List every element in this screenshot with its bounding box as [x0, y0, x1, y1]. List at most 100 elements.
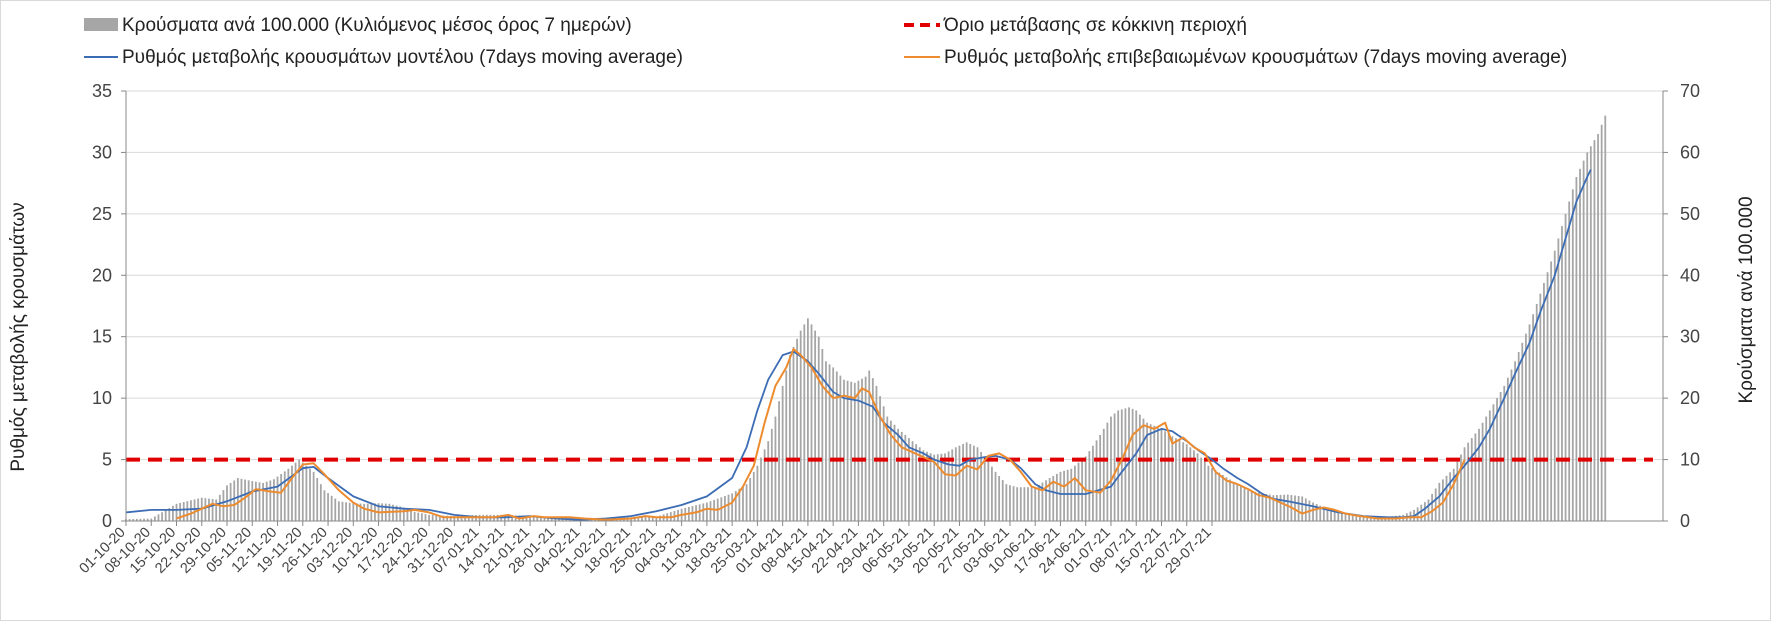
case-bar [1138, 414, 1141, 521]
case-bar [904, 435, 907, 521]
case-bar [1113, 413, 1116, 521]
case-bar [1431, 493, 1433, 521]
case-bar [1171, 436, 1174, 521]
case-bar [799, 330, 802, 521]
case-bar [1546, 272, 1549, 521]
case-bar [1449, 472, 1452, 521]
case-bar [1099, 435, 1102, 521]
case-bar [778, 401, 780, 521]
case-bar [1081, 459, 1084, 521]
case-bar [1571, 189, 1574, 522]
case-bar [323, 490, 326, 521]
case-bar [897, 428, 900, 521]
case-bar [1514, 361, 1516, 521]
case-bar [208, 498, 210, 521]
case-bar [143, 518, 145, 521]
case-bar [1178, 440, 1181, 521]
case-bar [262, 482, 265, 521]
case-bar [1110, 416, 1112, 521]
case-bar [287, 468, 290, 521]
y-left-tick-label: 20 [92, 265, 112, 285]
case-bar [788, 355, 791, 521]
case-bar [724, 495, 726, 521]
case-bar [1037, 484, 1040, 521]
case-bar [392, 504, 394, 521]
case-bar [1239, 486, 1242, 521]
case-bar [164, 510, 167, 521]
case-bar [363, 503, 366, 521]
case-bar [1337, 511, 1340, 521]
case-bar [1470, 438, 1473, 521]
case-bar [1528, 324, 1531, 521]
case-bar [1142, 418, 1145, 521]
case-bar [406, 508, 409, 521]
case-bar [1485, 416, 1488, 521]
case-bar [1023, 487, 1026, 521]
legend-cases-label: Κρούσματα ανά 100.000 (Κυλιόμενος μέσος … [122, 15, 632, 36]
case-bar [1452, 468, 1455, 521]
case-bar [1207, 465, 1210, 521]
case-bar [1427, 499, 1430, 521]
case-bar [1066, 469, 1069, 521]
case-bar [356, 503, 358, 521]
case-bar [810, 324, 813, 521]
case-bar [276, 476, 279, 521]
case-bar [334, 498, 337, 521]
case-bar [886, 416, 889, 521]
case-bar [814, 330, 817, 521]
case-bar [1225, 477, 1228, 521]
case-bar [1351, 514, 1354, 521]
legend-model-label: Ρυθμός μεταβολής κρουσμάτων μοντέλου (7d… [122, 47, 683, 68]
case-bar [1312, 502, 1314, 521]
case-bar [1200, 457, 1203, 521]
case-bar [269, 480, 272, 521]
case-bar [839, 375, 842, 521]
case-bar [641, 517, 643, 521]
case-bar [1478, 428, 1480, 521]
case-bar [944, 453, 946, 521]
case-bar [1492, 404, 1495, 521]
case-bar [976, 447, 979, 521]
case-bar [1582, 160, 1585, 521]
case-bar [698, 504, 701, 521]
case-bar [1120, 409, 1123, 521]
case-bar [139, 518, 142, 521]
case-bar [1243, 488, 1246, 521]
case-bar [1055, 473, 1058, 521]
case-bar [994, 471, 997, 521]
case-bar [204, 498, 207, 521]
case-bar [1258, 492, 1260, 521]
case-bar [366, 503, 369, 521]
case-bar [893, 424, 896, 521]
case-bar [1369, 516, 1372, 521]
case-bar [868, 370, 871, 521]
case-bar [1330, 509, 1332, 521]
case-bar [218, 494, 221, 521]
case-bar [1229, 479, 1231, 521]
case-bar [273, 479, 275, 521]
case-bar [1045, 480, 1047, 521]
case-bar [1005, 484, 1008, 521]
case-bar [987, 461, 990, 521]
y-right-tick-label: 40 [1680, 265, 1700, 285]
case-bar [305, 465, 308, 521]
case-bar [319, 484, 322, 521]
case-bar [186, 501, 189, 521]
case-bar [135, 518, 138, 521]
y-right-tick-label: 60 [1680, 142, 1700, 162]
case-bar [1276, 495, 1278, 521]
case-bar [327, 493, 329, 521]
case-bar [420, 513, 423, 521]
case-bar [298, 459, 301, 521]
case-bar [1272, 495, 1275, 521]
case-bar [850, 381, 853, 521]
case-bar [1261, 493, 1264, 521]
case-bar [435, 515, 438, 521]
case-bar [972, 445, 975, 521]
case-bar [1474, 433, 1477, 521]
case-bar [821, 349, 824, 521]
case-bar [1279, 494, 1282, 521]
case-bar [702, 503, 705, 521]
case-bar [182, 502, 185, 521]
case-bar [190, 500, 192, 521]
